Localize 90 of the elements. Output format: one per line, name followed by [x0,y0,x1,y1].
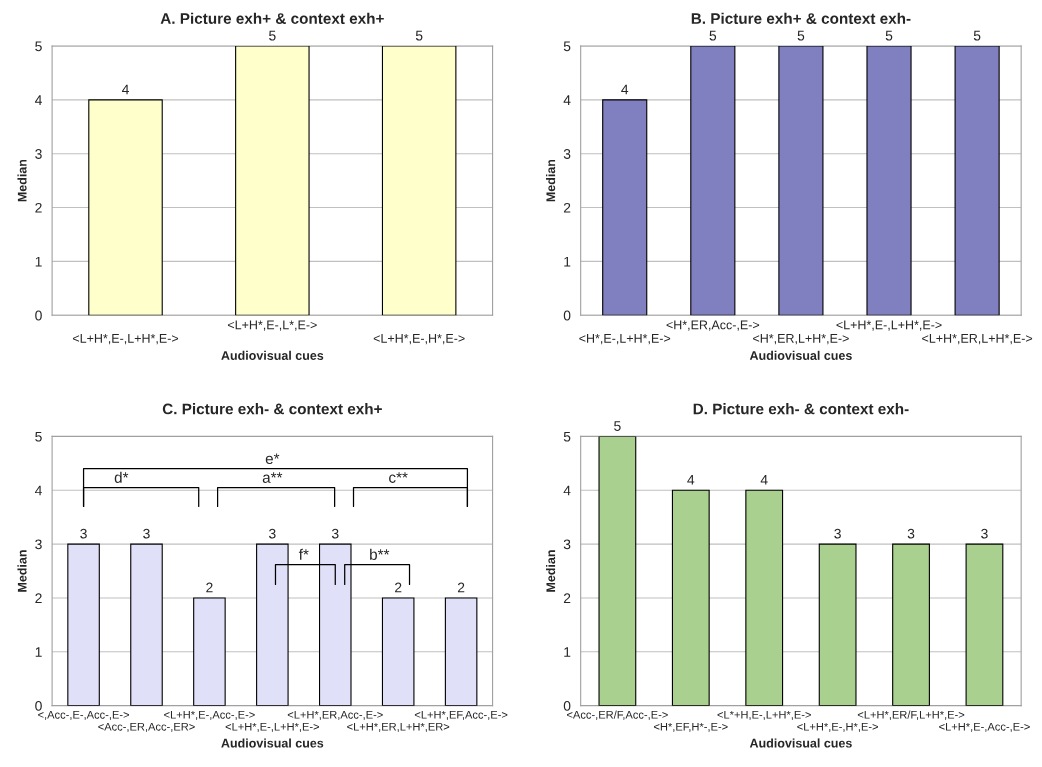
y-tick-label: 2 [563,202,571,213]
y-tick-label: 3 [35,539,42,550]
data-label: 5 [709,30,717,41]
data-label: 2 [457,582,465,593]
data-label: 3 [834,528,841,539]
x-tick-label: <L+H*,E-,Acc-,E-> [939,722,1030,732]
y-axis-title: Median [17,159,27,202]
chart-title: B. Picture exh+ & context exh- [691,12,911,24]
y-tick-label: 1 [35,256,42,267]
data-label: 3 [981,528,988,539]
x-tick-label: <L*+H,E-,L+H*,E-> [717,710,811,720]
x-tick-label: <L+H*,ER/F,L+H*,E-> [857,710,965,720]
bar [965,543,1004,706]
x-tick-label: <H*,EF,H*-,E-> [653,722,728,732]
y-axis-title: Median [546,159,556,202]
data-label: 4 [687,475,695,485]
x-tick-label: <Acc-,ER/F,Acc-,E-> [567,710,668,720]
y-tick-label: 5 [563,431,571,442]
bar [598,436,637,706]
data-label: 2 [395,582,402,593]
chart-title: A. Picture exh+ & context exh+ [160,12,384,24]
x-axis-title: Audiovisual cues [749,350,852,360]
x-tick-label: <L+H*,E-,L+H*,E-> [836,320,942,331]
y-tick-label: 0 [563,310,571,321]
annotation: b** [370,548,390,560]
data-label: 2 [206,582,213,593]
y-tick-label: 5 [563,41,571,52]
annotation: c** [389,472,408,483]
y-axis-title: Median [17,550,27,592]
bar [818,543,857,706]
x-tick-label: <L+H*,E-,L*,E-> [227,320,317,331]
y-tick-label: 2 [35,202,42,213]
y-tick-label: 0 [563,700,571,711]
x-tick-label: <H*,ER,Acc-,E-> [666,320,760,331]
data-label: 5 [269,30,276,41]
y-tick-label: 4 [34,95,42,105]
x-axis-title: Audiovisual cues [749,738,852,748]
y-tick-label: 1 [35,647,42,657]
x-tick-label: <H*,E-,L+H*,E-> [579,334,671,345]
x-tick-label: <L+H*,ER,Acc-,E-> [287,710,383,720]
data-label: 4 [621,84,629,95]
x-tick-label: <L+H*,ER,L+H*,E-> [922,334,1033,345]
y-tick-label: 4 [563,95,571,105]
x-axis-title: Audiovisual cues [221,350,324,360]
y-tick-label: 2 [35,593,42,603]
x-tick-label: <L+H*,E-,H*,E-> [373,334,465,345]
annotation: e* [265,453,280,465]
bar [671,489,710,706]
x-tick-label: <,Acc-,E-,Acc-,E-> [38,710,130,720]
x-tick-label: <L+H*,E-,Acc-,E-> [164,710,255,720]
y-tick-label: 1 [564,647,571,657]
y-tick-label: 0 [35,310,42,321]
y-tick-label: 5 [35,431,42,442]
data-label: 5 [415,30,423,41]
data-label: 5 [614,421,621,431]
data-label: 5 [885,30,893,41]
x-tick-label: <H*,ER,L+H*,E-> [753,334,849,345]
x-tick-label: <L+H*,EF,Acc-,E-> [414,710,508,720]
y-tick-label: 3 [563,539,571,550]
data-label: 4 [121,84,129,95]
x-tick-label: <L+H*,E-,L+H*,E-> [225,722,320,732]
x-tick-label: <Acc-,ER,Acc-,ER> [98,722,195,732]
y-tick-label: 0 [35,700,42,711]
data-label: 3 [269,528,276,539]
y-tick-label: 3 [35,149,42,159]
x-tick-label: <L+H*,ER,L+H*,ER> [347,722,450,732]
x-tick-label: <L+H*,E-,L+H*,E-> [72,334,179,345]
annotation: a** [262,472,283,483]
data-label: 3 [80,528,87,539]
data-label: 3 [143,528,150,539]
y-tick-label: 2 [563,593,571,603]
y-tick-label: 3 [563,149,571,159]
chart-title: D. Picture exh- & context exh- [693,403,909,415]
annotation: f* [298,548,309,560]
y-tick-label: 5 [35,41,42,52]
data-label: 3 [907,528,915,539]
data-label: 3 [331,528,339,539]
y-tick-label: 1 [564,256,571,267]
data-label: 5 [797,30,805,41]
y-tick-label: 4 [563,485,571,496]
data-label: 4 [760,475,768,485]
bar [892,543,930,706]
annotation: d* [114,471,129,483]
x-axis-title: Audiovisual cues [221,738,324,748]
y-axis-title: Median [546,550,556,592]
y-tick-label: 4 [34,485,42,496]
data-label: 5 [973,30,981,41]
bar [745,489,784,706]
chart-title: C. Picture exh- & context exh+ [162,403,382,415]
x-tick-label: <L+H*,E-,H*,E-> [797,722,878,732]
